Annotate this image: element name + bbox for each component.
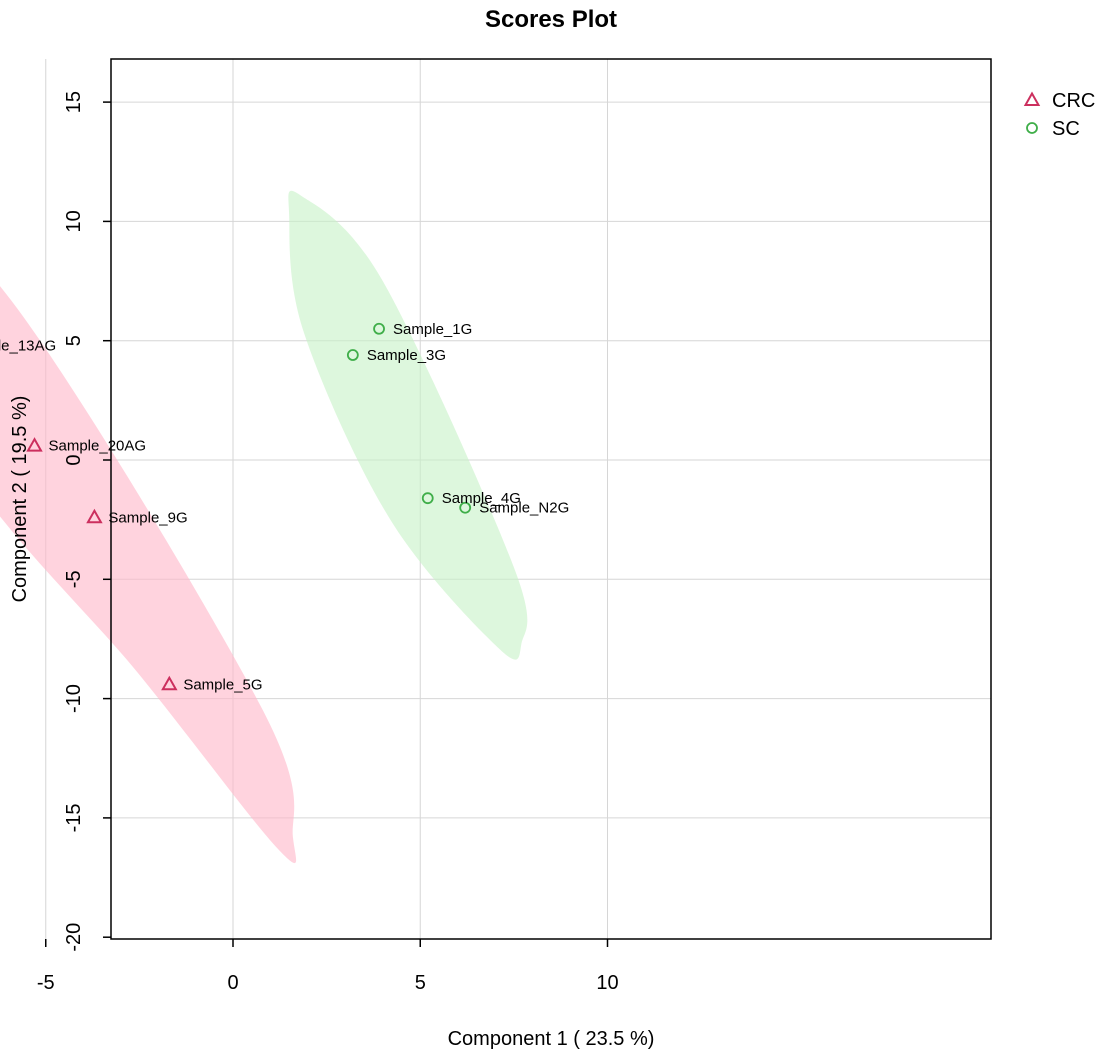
- chart-title: Scores Plot: [485, 6, 617, 33]
- sc-point-sample-1g: [373, 322, 385, 335]
- grid: [45, 59, 991, 939]
- x-tick-label: 0: [227, 972, 238, 994]
- point-label-sample-4g: Sample_4G: [442, 490, 521, 507]
- crc-point-sample-5g: [161, 675, 178, 691]
- point-label-sample-1g: Sample_1G: [393, 321, 472, 338]
- point-label-sample-13ag: Sample_13AG: [0, 337, 56, 354]
- sc-point-sample-n2g: [459, 501, 472, 514]
- plot-frame: [110, 58, 992, 940]
- crc-ellipse: [0, 286, 297, 863]
- x-tick-label: -5: [37, 972, 55, 994]
- point-label-sample-3g: Sample_3G: [367, 347, 446, 364]
- point-label-sample-20ag: Sample_20AG: [49, 438, 147, 455]
- y-axis-label: Component 2 ( 19.5 %): [9, 396, 31, 603]
- x-tick-label: 5: [415, 972, 426, 994]
- legend-marker-crc: [1023, 91, 1041, 106]
- data-points: [26, 322, 472, 691]
- legend: CRC SC: [1023, 90, 1095, 140]
- x-axis-label: Component 1 ( 23.5 %): [448, 1028, 655, 1050]
- y-tick-label: -5: [63, 570, 85, 588]
- y-tick-label: -15: [63, 803, 85, 832]
- legend-marker-sc: [1026, 122, 1038, 134]
- legend-label-crc: CRC: [1052, 90, 1095, 112]
- y-tick-label: -10: [63, 684, 85, 713]
- point-label-sample-5g: Sample_5G: [183, 676, 262, 693]
- x-tick-label: 10: [596, 972, 618, 994]
- point-label-sample-9g: Sample_9G: [108, 509, 187, 526]
- sc-point-sample-3g: [346, 349, 359, 361]
- crc-point-sample-9g: [86, 508, 103, 524]
- sc-point-sample-4g: [421, 492, 434, 505]
- confidence-ellipses: [0, 190, 528, 863]
- point-label-sample-n2g: Sample_N2G: [479, 500, 569, 517]
- sc-ellipse: [288, 190, 528, 660]
- point-labels: Sample_13AG Sample_20AG Sample_9G Sample_5G…: [0, 321, 569, 694]
- y-tick-label: 15: [63, 91, 85, 113]
- legend-label-sc: SC: [1052, 118, 1080, 140]
- y-tick-label: 0: [63, 454, 85, 465]
- y-tick-label: -20: [63, 923, 85, 952]
- y-tick-label: 5: [63, 335, 85, 346]
- y-tick-label: 10: [63, 210, 85, 232]
- crc-point-sample-20ag: [26, 437, 43, 452]
